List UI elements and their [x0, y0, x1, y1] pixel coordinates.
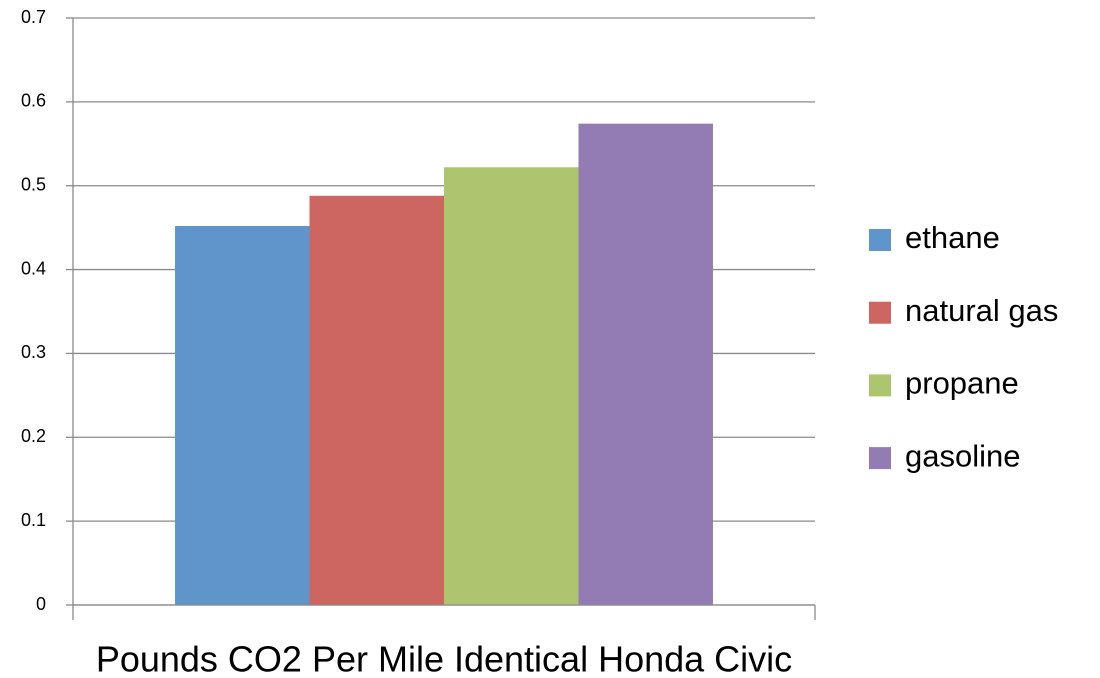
- y-tick-label: 0: [36, 594, 46, 614]
- legend-label: ethane: [905, 220, 1000, 255]
- legend-swatch: [869, 447, 891, 470]
- y-tick-label: 0.4: [21, 258, 46, 278]
- legend-swatch: [869, 301, 891, 324]
- y-tick-label: 0.5: [21, 174, 46, 194]
- bar: [578, 123, 713, 605]
- legend-label: propane: [905, 366, 1019, 401]
- x-tick-label: Pounds CO2 Per Mile Identical Honda Civi…: [96, 639, 792, 678]
- legend-swatch: [869, 374, 891, 397]
- legend-label: gasoline: [905, 438, 1020, 473]
- bar: [309, 195, 444, 605]
- legend-swatch: [869, 229, 891, 251]
- y-tick-label: 0.6: [21, 91, 46, 111]
- y-tick-label: 0.7: [21, 7, 46, 27]
- bar: [444, 167, 579, 605]
- y-tick-label: 0.2: [21, 426, 46, 446]
- bar: [175, 225, 310, 606]
- y-tick-label: 0.1: [21, 510, 46, 530]
- legend-label: natural gas: [905, 293, 1058, 328]
- y-tick-label: 0.3: [21, 342, 46, 362]
